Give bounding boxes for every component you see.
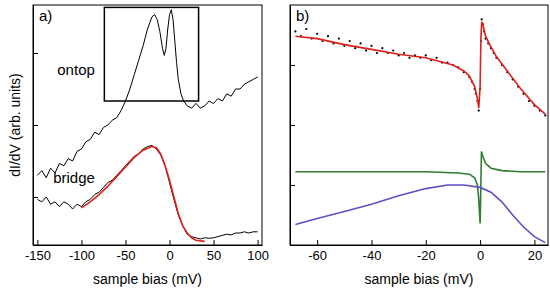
x-tick-label: 50: [207, 248, 221, 263]
series-label: ontop: [57, 61, 95, 78]
y-axis-title: dI/dV (arb. units): [7, 73, 23, 177]
y-tick-mark: [290, 65, 295, 66]
x-tick-label: 0: [166, 248, 173, 263]
x-tick-mark: [371, 240, 372, 245]
x-tick: -40: [363, 240, 382, 263]
data-point: [481, 18, 483, 20]
panel: -150 -100 -50 0 50 100 ontop bridge a) sample bia…: [7, 5, 269, 287]
x-axis-line: [291, 245, 549, 246]
line-series: [295, 22, 545, 114]
data-point: [381, 47, 383, 49]
x-tick-label: -150: [25, 248, 51, 263]
plot-frame: [290, 5, 548, 245]
data-point: [408, 57, 410, 59]
x-axis-line: [34, 245, 263, 246]
x-tick-label: 20: [528, 248, 542, 263]
x-tick-mark: [534, 240, 535, 245]
x-tick-mark: [426, 240, 427, 245]
panel-title: a): [39, 7, 52, 24]
series-label: bridge: [53, 169, 95, 186]
data-point: [349, 40, 351, 42]
x-tick: -60: [308, 240, 327, 263]
panel-title: b): [296, 7, 309, 24]
data-point: [392, 50, 394, 52]
data-point: [365, 50, 367, 52]
line-series: [295, 151, 545, 223]
x-tick: 20: [528, 240, 542, 263]
data-point: [294, 30, 296, 32]
x-tick: -20: [417, 240, 436, 263]
x-tick-mark: [125, 240, 126, 245]
y-tick-mark: [33, 125, 38, 126]
x-tick-mark: [170, 240, 171, 245]
data-point: [370, 45, 372, 47]
data-point: [403, 52, 405, 54]
y-tick: [290, 65, 295, 66]
x-tick-mark: [81, 240, 82, 245]
x-tick-mark: [258, 240, 259, 245]
data-point: [436, 57, 438, 59]
line-series: [81, 147, 204, 242]
x-tick-mark: [214, 240, 215, 245]
x-axis-title: sample bias (mV): [365, 271, 474, 287]
x-tick-label: -60: [308, 248, 327, 263]
line-series: [295, 185, 545, 243]
x-tick: -50: [117, 240, 136, 263]
y-tick: [33, 125, 38, 126]
scatter-series: [294, 18, 546, 116]
x-tick: -100: [69, 240, 95, 263]
data-point: [478, 110, 480, 112]
y-tick: [290, 185, 295, 186]
x-tick-mark: [480, 240, 481, 245]
panel: -60 -40 -20 0 20 b) sample bias (mV): [290, 5, 549, 287]
y-tick-mark: [290, 185, 295, 186]
x-tick-mark: [37, 240, 38, 245]
x-tick-label: -20: [417, 248, 436, 263]
data-point: [327, 35, 329, 37]
x-tick-mark: [317, 240, 318, 245]
data-point: [316, 33, 318, 35]
x-tick: 50: [207, 240, 221, 263]
line-series: [37, 145, 257, 239]
data-point: [360, 42, 362, 44]
x-tick-label: 100: [247, 248, 269, 263]
data-point: [376, 52, 378, 54]
x-tick-label: 0: [477, 248, 484, 263]
plot-frame: [33, 5, 262, 245]
x-tick: 100: [247, 240, 269, 263]
x-tick-label: -50: [117, 248, 136, 263]
y-tick: [290, 125, 295, 126]
x-tick: 0: [477, 240, 484, 263]
y-tick-mark: [33, 197, 38, 198]
x-tick: 0: [166, 240, 173, 263]
highlight-box: [104, 7, 198, 101]
plot-area: [294, 18, 546, 242]
x-axis-title: sample bias (mV): [93, 271, 202, 287]
x-tick-label: -100: [69, 248, 95, 263]
plot-area: [37, 7, 257, 241]
data-point: [338, 38, 340, 40]
y-tick: [33, 53, 38, 54]
data-point: [305, 28, 307, 30]
line-series: [37, 10, 257, 178]
x-tick-label: -40: [363, 248, 382, 263]
y-tick: [33, 197, 38, 198]
y-axis: [33, 6, 38, 246]
y-tick-mark: [33, 53, 38, 54]
y-axis: [290, 6, 295, 246]
figure: -150 -100 -50 0 50 100 ontop bridge a) sample bia…: [0, 0, 550, 295]
x-axis: -60 -40 -20 0 20: [291, 240, 549, 263]
x-axis: -150 -100 -50 0 50 100: [25, 240, 269, 263]
data-point: [425, 54, 427, 56]
y-tick-mark: [290, 125, 295, 126]
data-point: [544, 114, 546, 116]
x-tick: -150: [25, 240, 51, 263]
